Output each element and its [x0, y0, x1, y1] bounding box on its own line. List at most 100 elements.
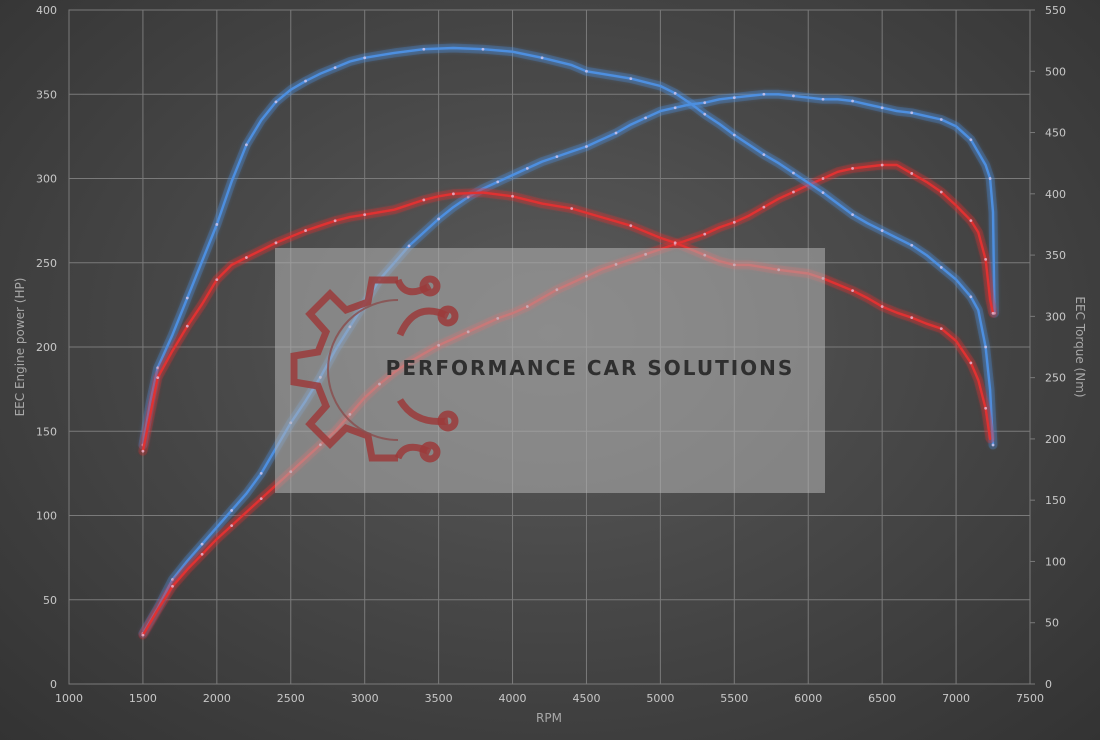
- series-2-point: [274, 100, 278, 104]
- y-right-tick-label: 250: [1045, 372, 1066, 385]
- series-2-point: [984, 345, 988, 349]
- x-tick-label: 5000: [646, 692, 674, 705]
- x-tick-label: 7000: [942, 692, 970, 705]
- series-3-point: [363, 213, 367, 217]
- y-right-tick-label: 400: [1045, 188, 1066, 201]
- y-left-tick-label: 0: [50, 678, 57, 691]
- series-0-point: [555, 155, 559, 158]
- x-tick-label: 4000: [499, 692, 527, 705]
- series-2-point: [939, 265, 943, 269]
- y-left-axis-title: EEC Engine power (HP): [13, 278, 27, 417]
- series-3-point: [511, 194, 514, 198]
- series-2-point: [215, 223, 219, 226]
- series-1-point: [821, 177, 825, 180]
- series-2-point: [969, 295, 973, 299]
- x-axis-title: RPM: [536, 711, 562, 725]
- series-0-point: [407, 244, 411, 248]
- series-3-point: [422, 198, 426, 202]
- series-1-point: [732, 220, 736, 224]
- series-3-point: [156, 376, 160, 380]
- x-tick-label: 2500: [277, 692, 305, 705]
- series-2-point: [363, 56, 367, 60]
- series-2-point: [673, 91, 677, 95]
- series-1-point: [703, 232, 707, 236]
- series-0-point: [230, 509, 234, 512]
- x-tick-label: 6000: [794, 692, 822, 705]
- series-0-point: [200, 542, 204, 546]
- series-0-point: [703, 101, 707, 105]
- series-3-point: [570, 207, 574, 210]
- series-3-point: [851, 289, 854, 293]
- series-1-point: [792, 190, 795, 194]
- x-tick-label: 3000: [351, 692, 379, 705]
- series-2-point: [422, 47, 426, 51]
- series-0-point: [496, 180, 500, 184]
- x-tick-label: 3500: [425, 692, 453, 705]
- y-left-tick-label: 400: [36, 4, 57, 17]
- series-0-point: [939, 118, 943, 121]
- y-left-tick-label: 350: [36, 88, 57, 101]
- series-3-point: [185, 324, 189, 328]
- series-1-point: [984, 257, 988, 261]
- y-right-axis-ticks: 0 50 100 150 200 250 300 350 400 450 500 550: [1030, 4, 1066, 691]
- series-2-point: [991, 443, 995, 447]
- y-left-tick-label: 250: [36, 257, 57, 270]
- x-tick-label: 7500: [1016, 692, 1044, 705]
- y-right-tick-label: 0: [1045, 678, 1052, 691]
- watermark-panel: [275, 248, 825, 493]
- series-3-point: [333, 219, 337, 223]
- series-0-point: [851, 99, 854, 103]
- y-left-tick-label: 200: [36, 341, 57, 354]
- x-tick-label: 2000: [203, 692, 231, 705]
- series-1-point: [910, 172, 914, 175]
- x-tick-label: 6500: [868, 692, 896, 705]
- series-0-point: [910, 111, 914, 115]
- x-tick-label: 1000: [55, 692, 83, 705]
- y-left-axis-ticks: 0 50 100 150 200 250 300 350 400: [36, 4, 57, 691]
- grid: [68, 9, 1031, 685]
- series-2-point: [540, 56, 544, 60]
- series-3-point: [141, 449, 145, 453]
- x-axis-ticks: 1000 1500 2000 2500 3000 3500 4000 4500 5000 5500…: [55, 692, 1044, 705]
- series-3-point: [629, 224, 633, 228]
- series-3-line: [141, 191, 992, 453]
- y-left-tick-label: 150: [36, 425, 57, 438]
- series-2-point: [732, 133, 736, 137]
- series-0-point: [792, 94, 795, 98]
- series-0-point: [585, 145, 588, 148]
- y-right-tick-label: 50: [1045, 617, 1059, 630]
- series-2-point: [792, 171, 795, 175]
- x-tick-label: 5500: [720, 692, 748, 705]
- watermark: PERFORMANCE CAR SOLUTIONS: [275, 248, 825, 493]
- series-1-point: [969, 219, 973, 223]
- series-1-point: [230, 524, 234, 528]
- y-left-tick-label: 50: [43, 594, 57, 607]
- y-right-tick-label: 550: [1045, 4, 1066, 17]
- series-0-point: [437, 217, 441, 221]
- series-0-point: [614, 131, 618, 135]
- series-2-point: [629, 77, 633, 81]
- series-3-point: [245, 256, 248, 259]
- series-1-point: [939, 190, 943, 194]
- x-tick-label: 1500: [129, 692, 157, 705]
- y-right-tick-label: 300: [1045, 310, 1066, 323]
- watermark-brand-text: PERFORMANCE CAR SOLUTIONS: [386, 356, 795, 380]
- series-0-point: [525, 166, 529, 170]
- series-2-point: [156, 366, 160, 370]
- series-1-point: [762, 205, 766, 209]
- series-1-point: [880, 163, 884, 167]
- series-2-point: [762, 153, 766, 157]
- series-1-point: [991, 311, 995, 315]
- series-0-point: [673, 106, 677, 110]
- series-0-point: [171, 578, 174, 581]
- series-1-point: [171, 584, 174, 588]
- series-0-point: [969, 138, 973, 142]
- series-3-point: [452, 192, 455, 196]
- series-1-point: [259, 497, 263, 501]
- series-2-point: [880, 229, 884, 232]
- series-2-point: [245, 143, 248, 147]
- series-0-point: [821, 97, 825, 101]
- series-3-point: [673, 241, 677, 245]
- x-tick-label: 4500: [572, 692, 600, 705]
